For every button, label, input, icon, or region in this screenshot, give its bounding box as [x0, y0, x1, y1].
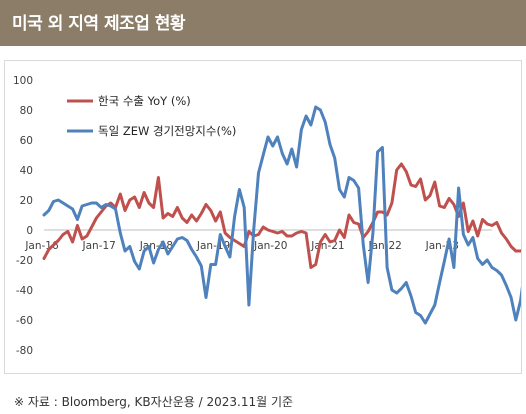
y-tick-label: 100 [13, 75, 33, 87]
x-tick-label: Jan-22 [367, 240, 401, 252]
legend-label: 한국 수출 YoY (%) [98, 94, 191, 108]
x-tick-label: Jan-21 [310, 240, 344, 252]
x-tick-label: Jan-20 [253, 240, 287, 252]
header-bar: 미국 외 지역 제조업 현황 [0, 0, 526, 46]
y-tick-label: -20 [16, 255, 33, 267]
y-tick-label: -80 [16, 345, 33, 357]
chart-frame: 100 80 60 40 20 0 -20 -40 -60 -80 Jan-16 Jan-17 Jan-… [4, 60, 522, 374]
y-tick-label: -60 [16, 315, 33, 327]
y-tick-label: 80 [20, 105, 33, 117]
legend-label: 독일 ZEW 경기전망지수(%) [98, 124, 236, 138]
y-tick-label: 0 [26, 225, 33, 237]
y-tick-label: 60 [20, 135, 33, 147]
y-tick-label: 40 [20, 165, 33, 177]
y-tick-label: 20 [20, 195, 33, 207]
x-tick-label: Jan-17 [82, 240, 116, 252]
page-title: 미국 외 지역 제조업 현황 [12, 14, 186, 34]
source-note: ※ 자료 : Bloomberg, KB자산운용 / 2023.11월 기준 [14, 395, 294, 409]
korea-export-line [42, 162, 521, 269]
x-tick-label: Jan-19 [196, 240, 230, 252]
germany-zew-line [42, 105, 521, 325]
y-tick-label: -40 [16, 285, 33, 297]
